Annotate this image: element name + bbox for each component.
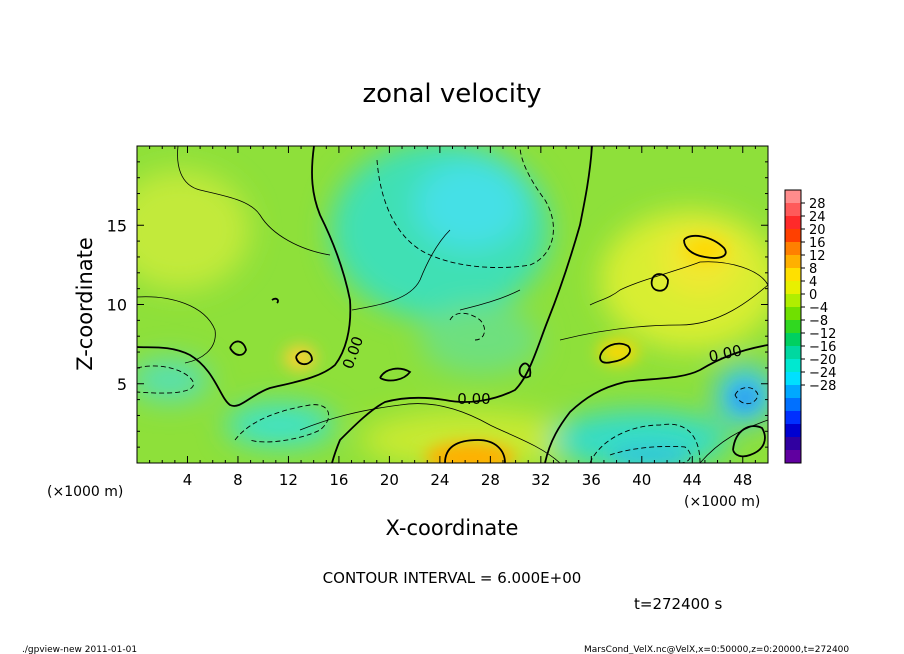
- colorbar-swatch: [785, 437, 801, 451]
- footer-right: MarsCond_VelX.nc@VelX,x=0:50000,z=0:2000…: [584, 645, 849, 654]
- x-tick-label: 48: [733, 471, 752, 489]
- colorbar-swatch: [785, 203, 801, 217]
- colorbar-label: −28: [809, 379, 836, 394]
- colorbar-swatch: [785, 229, 801, 243]
- x-tick-label: 12: [279, 471, 298, 489]
- colorbar-swatch: [785, 372, 801, 386]
- x-tick-label: 44: [683, 471, 702, 489]
- colorbar-swatch: [785, 385, 801, 399]
- colorbar-swatch: [785, 424, 801, 438]
- colorbar-label: −16: [809, 340, 836, 355]
- colorbar-label: −12: [809, 327, 836, 342]
- colorbar-swatch: [785, 216, 801, 230]
- colorbar-label: −8: [809, 314, 828, 329]
- x-tick-label: 8: [233, 471, 243, 489]
- colorbar-swatch: [785, 450, 801, 464]
- x-tick-label: 40: [632, 471, 651, 489]
- colorbar-label: 24: [809, 210, 826, 225]
- colorbar-swatch: [785, 411, 801, 425]
- colorbar-label: −24: [809, 366, 836, 381]
- x-tick-label: 32: [531, 471, 550, 489]
- y-axis: 5 10 15: [107, 161, 768, 448]
- colorbar-label: 8: [809, 262, 817, 277]
- contours-thin: [137, 146, 768, 463]
- colorbar-swatch: [785, 190, 801, 204]
- x-tick-label: 24: [430, 471, 449, 489]
- colorbar-label: −4: [809, 301, 828, 316]
- colorbar-swatch: [785, 359, 801, 373]
- colorbar-swatch: [785, 294, 801, 308]
- colorbar-swatch: [785, 307, 801, 321]
- heatmap-field: [137, 146, 768, 463]
- colorbar-label: 28: [809, 197, 826, 212]
- x-unit-label-right: (×1000 m): [684, 494, 760, 510]
- footer-left: ./gpview-new 2011-01-01: [22, 645, 137, 654]
- x-axis-title: X-coordinate: [386, 516, 519, 540]
- colorbar-label: 12: [809, 249, 826, 264]
- colorbar-frame: [784, 189, 802, 464]
- x-axis: 4 8 12 16 20 24 28 32 36 40 44 48: [149, 146, 756, 489]
- x-tick-label: 28: [481, 471, 500, 489]
- colorbar-label: 0: [809, 288, 817, 303]
- x-tick-label: 36: [582, 471, 601, 489]
- contours-thick: [137, 146, 768, 463]
- y-axis-title: Z-coordinate: [73, 237, 97, 371]
- y-tick-label: 5: [117, 375, 127, 394]
- contour-interval-label: CONTOUR INTERVAL = 6.000E+00: [323, 569, 582, 587]
- contour-label: 0.00: [457, 390, 490, 408]
- y-tick-label: 15: [107, 216, 127, 235]
- contours-dashed: [137, 146, 759, 463]
- colorbar-label: 4: [809, 275, 817, 290]
- colorbar-swatch: [785, 242, 801, 256]
- colorbar-swatch: [785, 320, 801, 334]
- colorbar-label: 16: [809, 236, 826, 251]
- x-tick-label: 16: [329, 471, 348, 489]
- x-tick-label: 4: [183, 471, 193, 489]
- field-shading: [137, 146, 768, 463]
- x-tick-label: 20: [380, 471, 399, 489]
- colorbar-label: 20: [809, 223, 826, 238]
- colorbar-swatch: [785, 268, 801, 282]
- colorbar-swatch: [785, 333, 801, 347]
- colorbar-swatch: [785, 346, 801, 360]
- colorbar-swatch: [785, 398, 801, 412]
- colorbar-label: −20: [809, 353, 836, 368]
- colorbar-swatch: [785, 281, 801, 295]
- colorbar-swatch: [785, 255, 801, 269]
- time-label: t=272400 s: [634, 595, 722, 613]
- chart-title: zonal velocity: [362, 79, 541, 109]
- y-tick-label: 10: [107, 296, 127, 315]
- x-unit-label-left: (×1000 m): [47, 484, 123, 500]
